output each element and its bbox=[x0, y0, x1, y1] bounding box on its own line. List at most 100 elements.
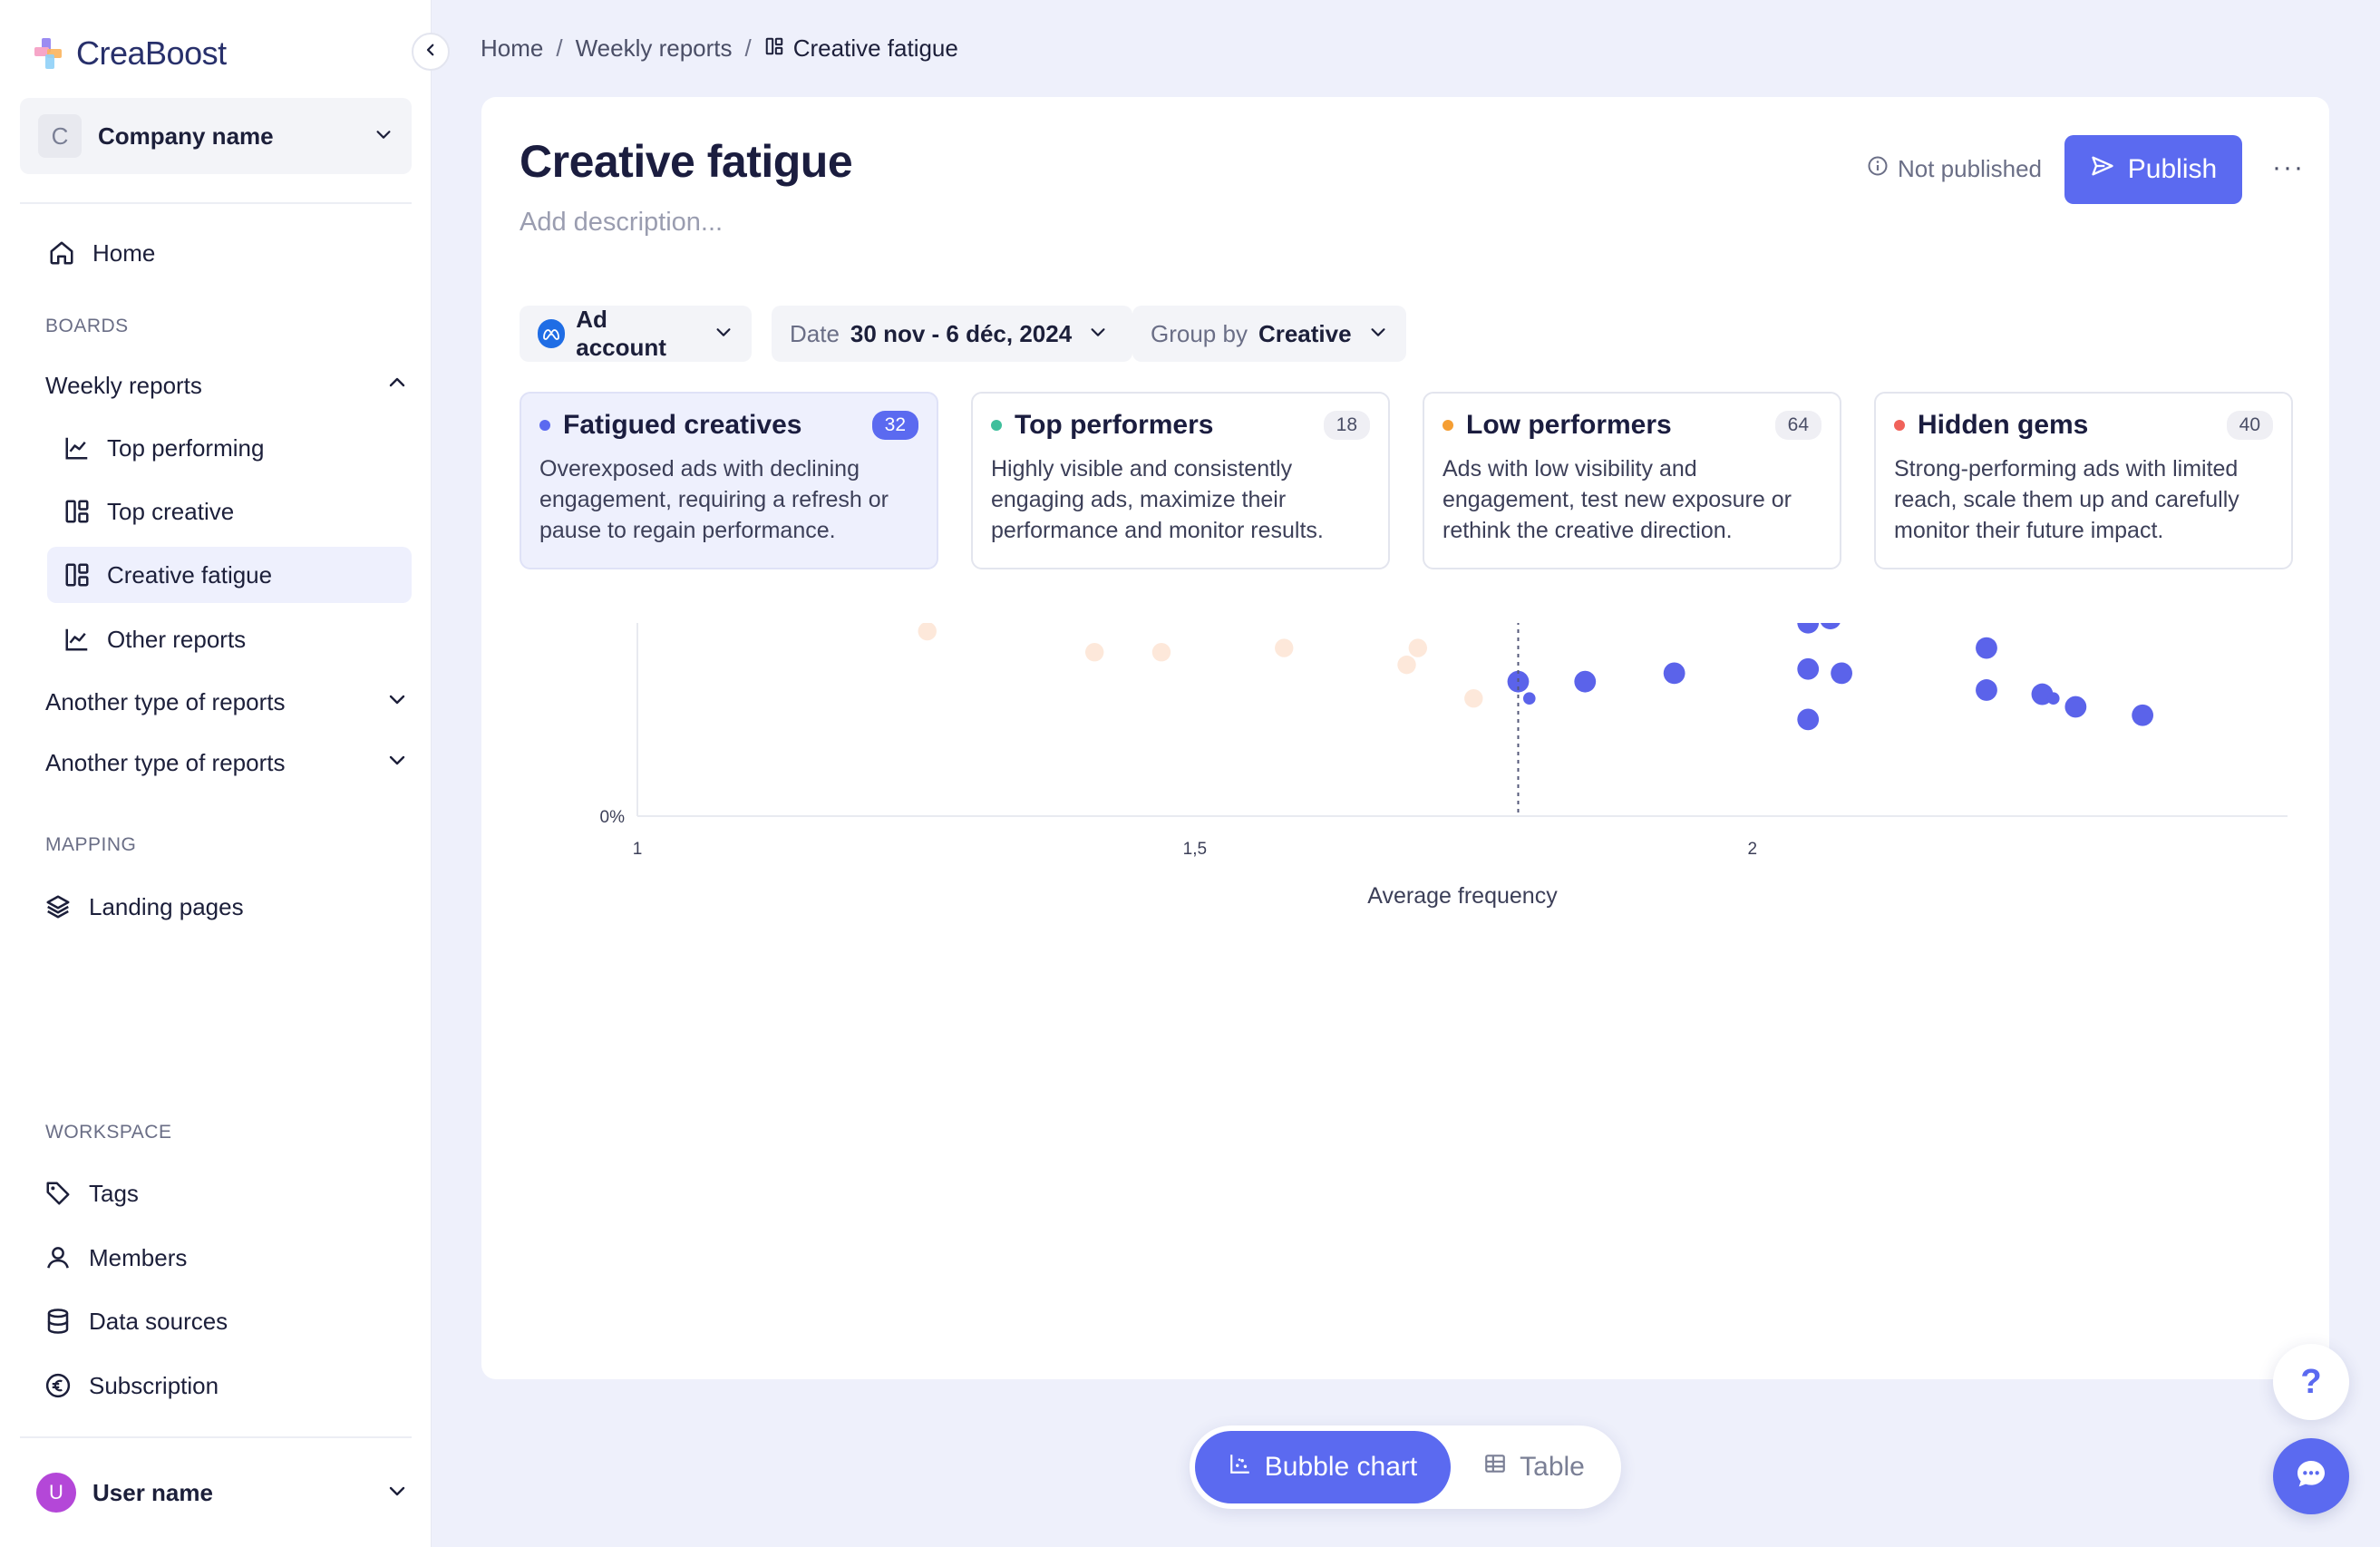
section-title-workspace: WORKSPACE bbox=[45, 1122, 172, 1143]
x-tick-label: 2 bbox=[1747, 840, 1757, 859]
line-chart-icon bbox=[62, 433, 92, 463]
breadcrumb-weekly-reports[interactable]: Weekly reports bbox=[575, 34, 733, 62]
table-icon bbox=[1483, 1452, 1507, 1483]
publish-status: Not published bbox=[1867, 155, 2042, 183]
publish-label: Publish bbox=[2127, 154, 2218, 184]
tab-label: Table bbox=[1520, 1452, 1585, 1482]
sidebar-item-data-sources[interactable]: Data sources bbox=[40, 1299, 228, 1344]
segment-description: Highly visible and consistently engaging… bbox=[991, 456, 1324, 543]
filter-label: Ad account bbox=[576, 306, 666, 361]
sidebar-item-home[interactable]: Home bbox=[44, 230, 155, 276]
breadcrumb-home[interactable]: Home bbox=[481, 34, 544, 62]
chart-bubble bbox=[1522, 692, 1536, 705]
table-tab[interactable]: Table bbox=[1462, 1431, 1607, 1503]
breadcrumb-separator: / bbox=[556, 34, 563, 62]
user-menu[interactable]: U User name bbox=[36, 1471, 408, 1514]
meta-icon bbox=[538, 319, 566, 348]
count-badge: 64 bbox=[1774, 411, 1821, 440]
company-selector[interactable]: C Company name bbox=[20, 98, 412, 174]
home-icon bbox=[44, 235, 80, 271]
sidebar-item-label: Top creative bbox=[107, 497, 235, 525]
chart-bubble bbox=[1797, 708, 1820, 731]
bubble-chart-tab[interactable]: Bubble chart bbox=[1195, 1431, 1451, 1503]
section-title-boards: BOARDS bbox=[45, 316, 129, 336]
group-label: Another type of reports bbox=[45, 748, 286, 776]
x-tick-label: 1 bbox=[633, 840, 643, 859]
segment-description: Ads with low visibility and engagement, … bbox=[1443, 456, 1792, 543]
user-icon bbox=[40, 1240, 76, 1276]
sidebar-divider bbox=[20, 202, 412, 204]
publish-button[interactable]: Publish bbox=[2064, 135, 2242, 204]
sidebar-item-label: Home bbox=[92, 238, 156, 267]
company-name: Company name bbox=[98, 122, 274, 150]
chart-bubble bbox=[1574, 670, 1597, 693]
chart-bubble bbox=[918, 623, 937, 641]
date-filter[interactable]: Date 30 nov - 6 déc, 2024 bbox=[772, 306, 1132, 362]
sidebar-item-members[interactable]: Members bbox=[40, 1235, 187, 1280]
x-axis-label: Average frequency bbox=[1367, 883, 1558, 909]
chevron-down-icon bbox=[714, 320, 733, 348]
sidebar-item-label: Top performing bbox=[107, 433, 265, 462]
group-label: Weekly reports bbox=[45, 371, 202, 399]
send-icon bbox=[2090, 153, 2115, 186]
chart-bubble bbox=[1464, 689, 1483, 708]
database-icon bbox=[40, 1303, 76, 1339]
chart-bubble bbox=[1275, 638, 1294, 657]
segment-card-fatigued[interactable]: Fatigued creatives 32 Overexposed ads wi… bbox=[520, 392, 938, 569]
sidebar-group-another-type-2[interactable]: Another type of reports bbox=[45, 740, 408, 785]
chart-bubble bbox=[2064, 696, 2087, 718]
status-dot bbox=[539, 420, 550, 431]
chevron-left-icon bbox=[423, 42, 439, 63]
sidebar-item-subscription[interactable]: Subscription bbox=[40, 1363, 219, 1408]
ad-account-filter[interactable]: Ad account bbox=[520, 306, 752, 362]
view-toggle: Bubble chart Table bbox=[1190, 1425, 1621, 1509]
euro-icon bbox=[40, 1367, 76, 1404]
sidebar: CreaBoost C Company name Home BOARDS Wee… bbox=[0, 0, 432, 1547]
group-by-filter[interactable]: Group by Creative bbox=[1132, 306, 1406, 362]
avatar: U bbox=[36, 1473, 76, 1513]
chevron-down-icon bbox=[1368, 320, 1388, 348]
chart-bubble bbox=[1797, 623, 1820, 634]
sidebar-item-label: Creative fatigue bbox=[107, 560, 273, 589]
chevron-down-icon bbox=[386, 1480, 408, 1506]
sidebar-item-top-performing[interactable]: Top performing bbox=[47, 420, 412, 476]
scatter-chart-icon bbox=[1229, 1452, 1252, 1483]
count-badge: 18 bbox=[1323, 411, 1370, 440]
sidebar-item-tags[interactable]: Tags bbox=[40, 1171, 139, 1216]
more-options-button[interactable]: ··· bbox=[2272, 152, 2305, 182]
sidebar-group-another-type[interactable]: Another type of reports bbox=[45, 679, 408, 725]
chat-button[interactable] bbox=[2273, 1438, 2349, 1514]
help-button[interactable]: ? bbox=[2273, 1344, 2349, 1420]
breadcrumb-separator: / bbox=[744, 34, 752, 62]
chart-bubble bbox=[2132, 704, 2154, 726]
segment-card-low-performers[interactable]: Low performers 64 Ads with low visibilit… bbox=[1423, 392, 1841, 569]
chart-bubble bbox=[1820, 623, 1841, 630]
layers-icon bbox=[40, 889, 76, 925]
brand[interactable]: CreaBoost bbox=[33, 34, 227, 73]
sidebar-item-creative-fatigue[interactable]: Creative fatigue bbox=[47, 547, 412, 603]
sidebar-item-top-creative[interactable]: Top creative bbox=[47, 483, 412, 540]
line-chart-icon bbox=[62, 624, 92, 655]
count-badge: 40 bbox=[2226, 411, 2273, 440]
sidebar-item-landing-pages[interactable]: Landing pages bbox=[40, 884, 244, 929]
breadcrumb: Home / Weekly reports / Creative fatigue bbox=[481, 34, 958, 63]
chart-bubble bbox=[1797, 657, 1820, 680]
segment-title: Top performers bbox=[1015, 410, 1214, 440]
segment-description: Overexposed ads with declining engagemen… bbox=[539, 456, 889, 543]
sidebar-item-label: Members bbox=[89, 1243, 188, 1271]
chevron-down-icon bbox=[1088, 320, 1108, 348]
segment-card-top-performers[interactable]: Top performers 18 Highly visible and con… bbox=[971, 392, 1390, 569]
page-title[interactable]: Creative fatigue bbox=[520, 136, 853, 187]
segment-card-hidden-gems[interactable]: Hidden gems 40 Strong-performing ads wit… bbox=[1874, 392, 2293, 569]
sidebar-divider bbox=[20, 1436, 412, 1438]
description-input[interactable]: Add description... bbox=[520, 208, 724, 237]
tag-icon bbox=[40, 1175, 76, 1211]
collapse-sidebar-button[interactable] bbox=[412, 33, 450, 71]
filter-label: Group by bbox=[1151, 319, 1248, 347]
tab-label: Bubble chart bbox=[1264, 1452, 1418, 1482]
sidebar-group-weekly-reports[interactable]: Weekly reports bbox=[45, 363, 408, 408]
chart-bubble bbox=[2046, 692, 2060, 705]
status-text: Not published bbox=[1898, 155, 2042, 182]
sidebar-item-other-reports[interactable]: Other reports bbox=[47, 611, 412, 667]
